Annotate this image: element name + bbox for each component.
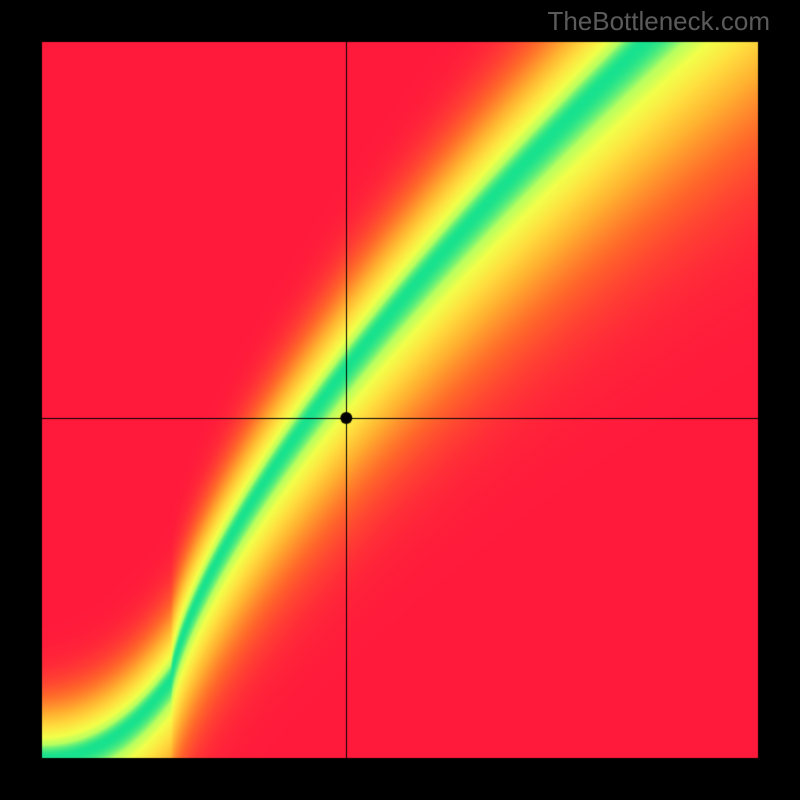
chart-container: TheBottleneck.com [0,0,800,800]
watermark-text: TheBottleneck.com [547,6,770,37]
heatmap-canvas [0,0,800,800]
